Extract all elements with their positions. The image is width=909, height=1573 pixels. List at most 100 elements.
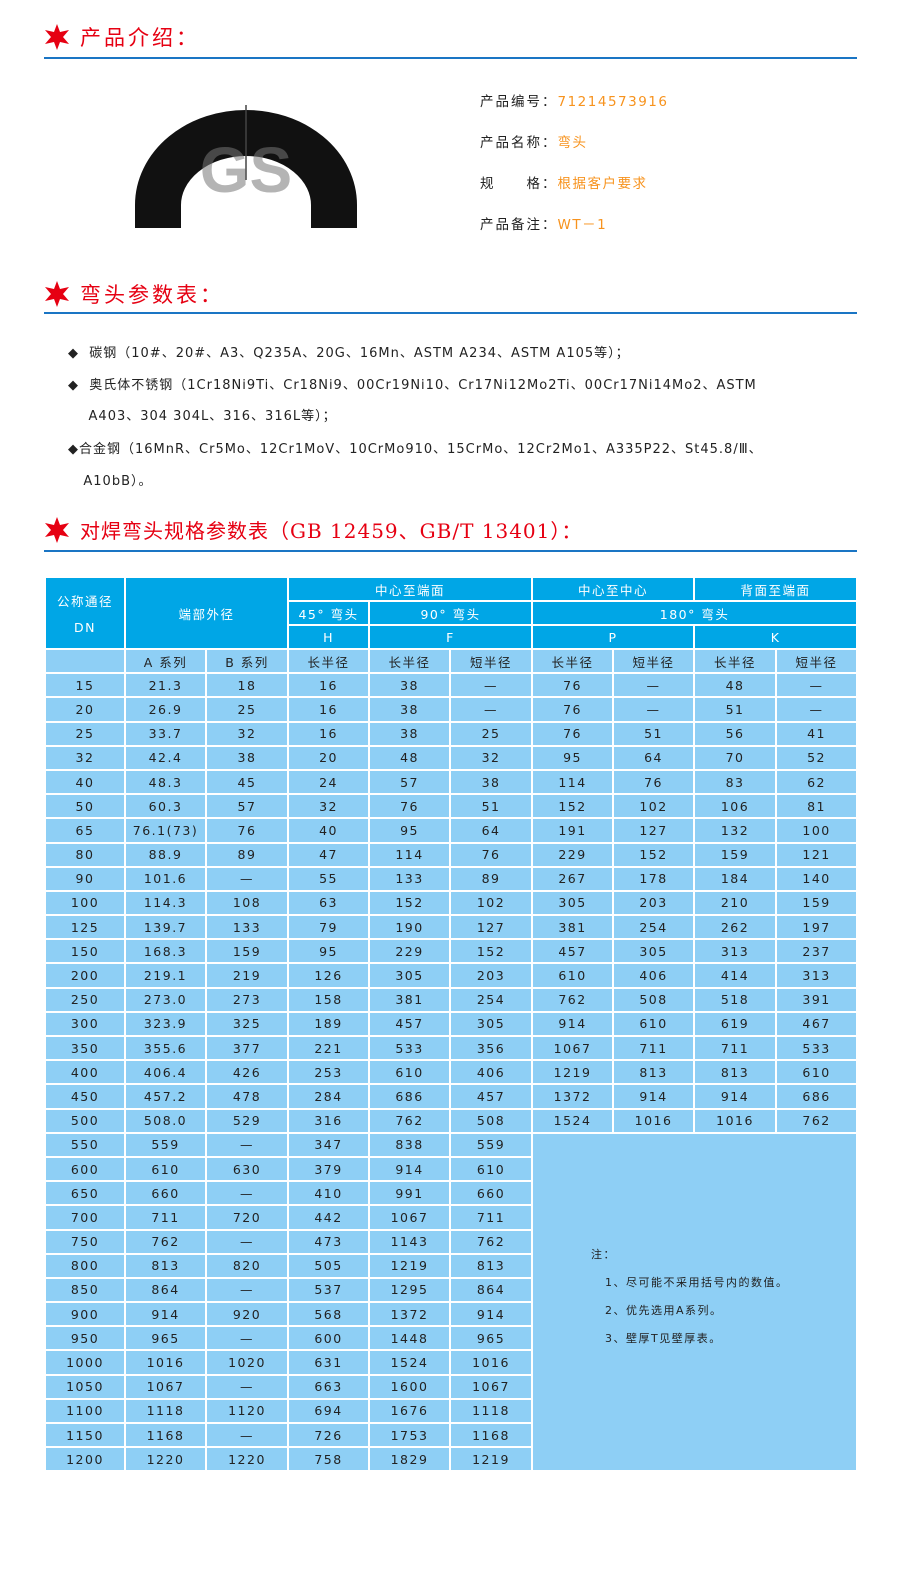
table-cell: 65 [44, 817, 126, 844]
table-cell: 1100 [44, 1397, 126, 1425]
table-cell: 442 [287, 1204, 371, 1231]
subheader-cell: A 系列 [124, 647, 207, 675]
table-row: 25 33.7 32 16 38 25 76 51 56 41 [44, 720, 859, 747]
table-cell: 101.6 [124, 865, 207, 892]
table-cell: 663 [287, 1373, 371, 1400]
table-cell: 76 [368, 793, 452, 820]
table-cell: 33.7 [124, 720, 207, 747]
table-row: 125 139.7 133 79 190 127 381 254 262 197 [44, 914, 859, 941]
table-cell: 70 [693, 744, 778, 771]
table-cell: 219 [204, 962, 290, 989]
table-cell: 48 [368, 744, 452, 771]
table-row: 700 711 720 442 1067 711 [44, 1204, 857, 1231]
table-cell: 102 [612, 793, 696, 820]
table-cell: 914 [124, 1301, 207, 1328]
table-cell: 1067 [531, 1034, 615, 1062]
table-cell: 381 [531, 914, 615, 941]
table-cell: 391 [775, 986, 859, 1013]
table-cell: 920 [204, 1301, 290, 1328]
table-cell: 1016 [612, 1107, 696, 1134]
table-cell: 90 [44, 865, 126, 892]
table-cell: 254 [612, 914, 696, 941]
table-cell: 1372 [531, 1083, 615, 1110]
table-cell: 631 [287, 1349, 371, 1376]
table-cell: 178 [612, 865, 696, 892]
table-cell: 914 [449, 1301, 534, 1328]
product-field-code: 产品编号：71214573916 [480, 94, 669, 110]
table-cell: 762 [124, 1228, 207, 1255]
table-row: 300 323.9 325 189 457 305 914 610 619 467 [44, 1010, 859, 1038]
table-cell: 203 [449, 962, 534, 989]
table-cell: 190 [368, 914, 452, 941]
table-cell: 350 [44, 1034, 126, 1062]
table-cell: 95 [531, 744, 615, 771]
table-cell: 76 [531, 720, 615, 747]
table-cell: 1143 [368, 1228, 452, 1255]
table-cell: 114 [531, 768, 615, 796]
table-cell: 410 [287, 1180, 371, 1207]
table-cell: 100 [44, 889, 126, 917]
table-cell: 168.3 [124, 938, 207, 965]
header-90: 90° 弯头 [368, 600, 534, 626]
table-row: 20 26.9 25 16 38—76—51— [44, 696, 859, 723]
table-cell: 650 [44, 1180, 126, 1207]
table-row: 1100 1118 1120 694 1676 1118 [44, 1397, 857, 1425]
table-cell: 762 [775, 1107, 859, 1134]
table-notes: 注： 1、尽可能不采用括号内的数值。 2、优先选用A系列。 3、壁厚T见壁厚表。 [531, 1131, 859, 1473]
table-cell: 457 [449, 1083, 534, 1110]
table-cell: 38 [368, 672, 452, 699]
table-cell: 24 [287, 768, 371, 796]
table-cell: 610 [449, 1155, 534, 1183]
header-45: 45° 弯头 [287, 600, 371, 626]
table-row: 750 762—473 1143 762 [44, 1228, 857, 1255]
table-cell: 559 [449, 1131, 534, 1158]
table-cell: 813 [693, 1059, 778, 1086]
table-cell: 108 [204, 889, 290, 917]
table-cell: 16 [287, 696, 371, 723]
table-cell: 864 [449, 1276, 534, 1304]
table-cell: 508 [449, 1107, 534, 1134]
header-P: P [531, 624, 696, 650]
product-field-name: 产品名称：弯头 [480, 135, 588, 151]
table-cell: 1016 [124, 1349, 207, 1376]
table-cell: 38 [368, 696, 452, 723]
subheader-cell: B 系列 [204, 647, 290, 675]
table-cell: 197 [775, 914, 859, 941]
table-cell: 254 [449, 986, 534, 1013]
table-cell: 40 [287, 817, 371, 844]
table-cell: 20 [287, 744, 371, 771]
header-H: H [287, 624, 371, 650]
subheader-cell: 长半径 [531, 647, 615, 675]
table-cell: 52 [775, 744, 859, 771]
table-row: 600 610 630 379 914 610 [44, 1155, 857, 1183]
table-cell: 965 [449, 1325, 534, 1352]
table-cell: 284 [287, 1083, 371, 1110]
table-cell: — [449, 696, 534, 723]
product-field-remark: 产品备注：WT－1 [480, 217, 608, 233]
table-cell: 114.3 [124, 889, 207, 917]
table-cell: 125 [44, 914, 126, 941]
table-row: 500 508.0 529 316 762 508 1524 1016 1016 762 [44, 1107, 859, 1134]
header-K: K [693, 624, 859, 650]
table-cell: 139.7 [124, 914, 207, 941]
table-cell: 1219 [368, 1252, 452, 1279]
table-cell: 38 [368, 720, 452, 747]
table-cell: 381 [368, 986, 452, 1013]
table-cell: 55 [287, 865, 371, 892]
table-cell: 132 [693, 817, 778, 844]
table-cell: 184 [693, 865, 778, 892]
table-cell: 600 [44, 1155, 126, 1183]
table-cell: 76 [531, 672, 615, 699]
subheader-cell: 短半径 [612, 647, 696, 675]
table-cell: 323.9 [124, 1010, 207, 1038]
table-cell: 762 [368, 1107, 452, 1134]
table-cell: 48 [693, 672, 778, 699]
table-cell: 76 [612, 768, 696, 796]
table-cell: 406 [612, 962, 696, 989]
header-180: 180° 弯头 [531, 600, 859, 626]
table-cell: 32 [449, 744, 534, 771]
table-cell: — [204, 1131, 290, 1158]
table-cell: 400 [44, 1059, 126, 1086]
table-cell: 838 [368, 1131, 452, 1158]
table-row: 400 406.4 426 253 610 406 1219 813 813 610 [44, 1059, 859, 1086]
